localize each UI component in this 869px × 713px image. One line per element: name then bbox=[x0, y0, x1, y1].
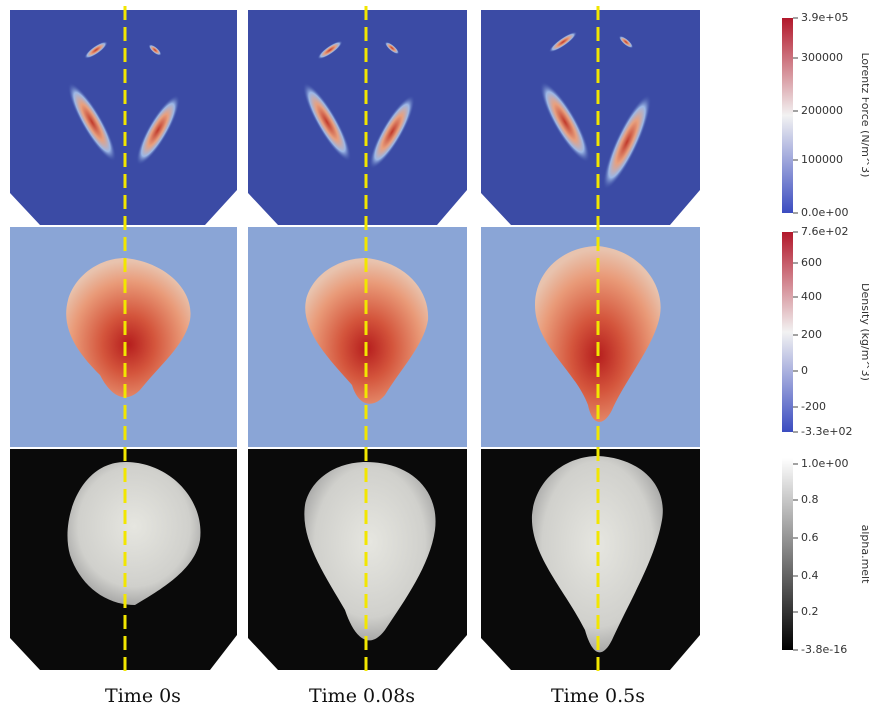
figure: Time 0s Time 0.08s Time 0.5s 3.9e+05 3000… bbox=[0, 0, 869, 713]
colorbar bbox=[782, 458, 793, 650]
tick-label: 3.9e+05 bbox=[801, 11, 848, 24]
tick-label: -3.3e+02 bbox=[801, 425, 852, 438]
tick-label: 0.8 bbox=[801, 493, 819, 506]
colorbar-title: Density (kg/m^3) bbox=[859, 283, 869, 381]
tick-label: 0.6 bbox=[801, 531, 819, 544]
tick-label: 7.6e+02 bbox=[801, 225, 848, 238]
tick-label: 0.0e+00 bbox=[801, 206, 848, 219]
tick-label: 200000 bbox=[801, 104, 843, 117]
tick-label: 400 bbox=[801, 290, 822, 303]
tick-label: -200 bbox=[801, 400, 826, 413]
caption: Time 0s bbox=[105, 685, 181, 707]
tick-label: 300000 bbox=[801, 51, 843, 64]
tick-label: 100000 bbox=[801, 153, 843, 166]
colorbar-title: alpha.melt bbox=[859, 525, 869, 585]
tick-label: 600 bbox=[801, 256, 822, 269]
colorbar bbox=[782, 232, 793, 432]
caption: Time 0.5s bbox=[551, 685, 645, 707]
colorbar-title: Lorentz Force (N/m^3) bbox=[859, 53, 869, 178]
caption: Time 0.08s bbox=[309, 685, 415, 707]
tick-label: 1.0e+00 bbox=[801, 457, 848, 470]
tick-label: 0.4 bbox=[801, 569, 819, 582]
tick-label: 0.2 bbox=[801, 605, 819, 618]
tick-label: 0 bbox=[801, 364, 808, 377]
colorbar bbox=[782, 18, 793, 213]
tick-label: -3.8e-16 bbox=[801, 643, 847, 656]
tick-label: 200 bbox=[801, 328, 822, 341]
